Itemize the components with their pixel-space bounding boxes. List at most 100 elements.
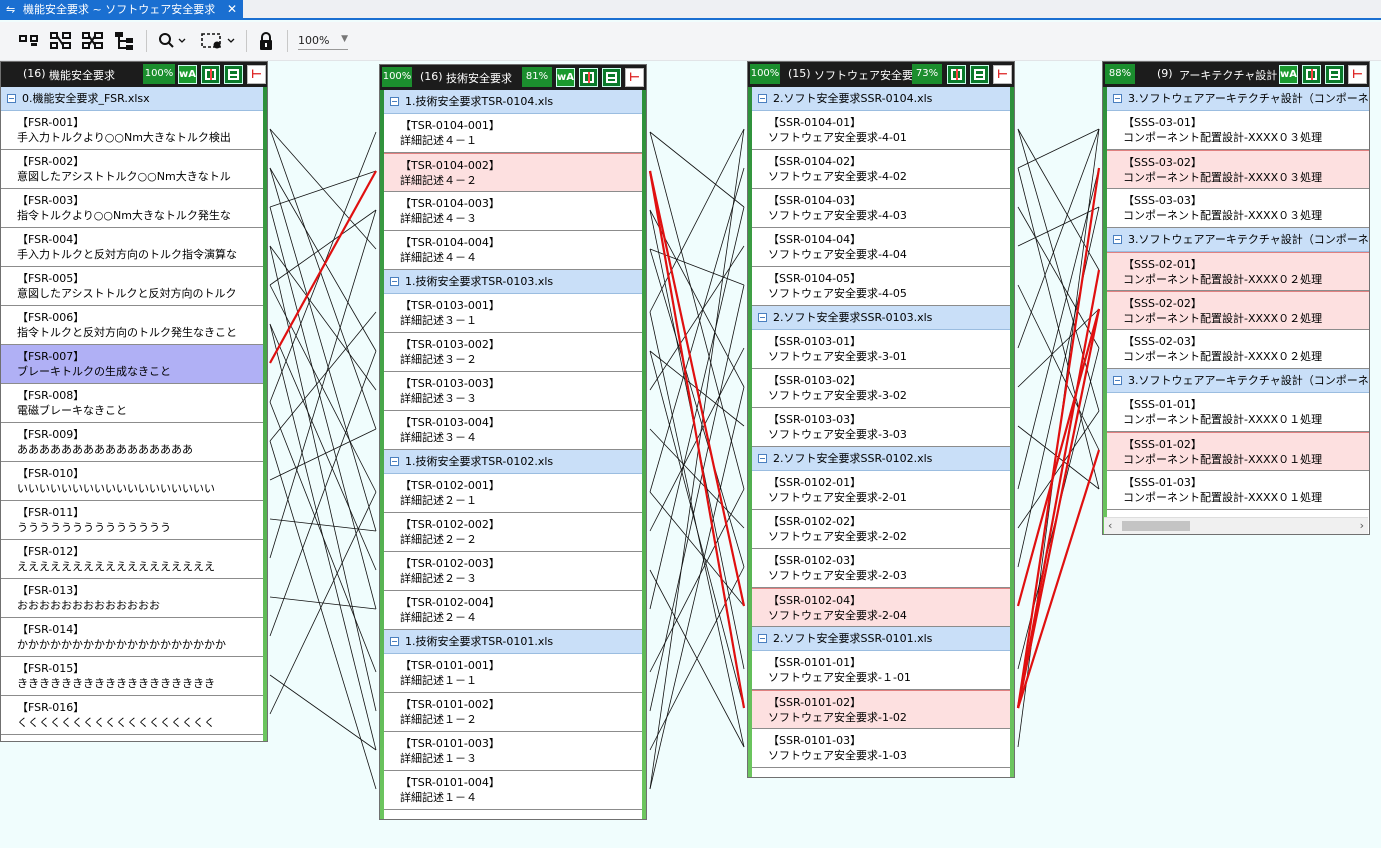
requirement-item[interactable]: 【SSS-02-02】 コンポーネント配置設計-XXXX０２処理 [1107,291,1369,330]
expand-grid-icon[interactable] [201,65,220,84]
requirement-item[interactable]: 【TSR-0101-003】 詳細記述１－３ [384,732,642,771]
collapse-icon[interactable] [758,94,767,103]
group-header[interactable]: 3.ソフトウェアアーキテクチャ設計（コンポーネント配置設 [1107,369,1369,393]
group-header[interactable]: 2.ソフト安全要求SSR-0104.xls [752,87,1010,111]
requirement-item[interactable]: 【TSR-0102-002】 詳細記述２－２ [384,513,642,552]
requirement-item[interactable]: 【SSR-0102-04】 ソフトウェア安全要求-2-04 [752,588,1010,627]
requirement-item[interactable]: 【FSR-007】 ブレーキトルクの生成なきこと [1,345,263,384]
requirement-item[interactable]: 【SSR-0103-02】 ソフトウェア安全要求-3-02 [752,369,1010,408]
requirement-item[interactable]: 【SSR-0103-03】 ソフトウェア安全要求-3-03 [752,408,1010,447]
requirement-item[interactable]: 【TSR-0102-004】 詳細記述２－４ [384,591,642,630]
requirement-item[interactable]: 【SSS-02-03】 コンポーネント配置設計-XXXX０２処理 [1107,330,1369,369]
requirement-item[interactable]: 【TSR-0103-001】 詳細記述３－１ [384,294,642,333]
word-wrap-button[interactable]: wA [1279,65,1298,84]
collapse-icon[interactable] [390,97,399,106]
requirement-item[interactable]: 【TSR-0104-001】 詳細記述４－１ [384,114,642,153]
requirement-item[interactable]: 【FSR-016】 くくくくくくくくくくくくくくくくくく [1,696,263,735]
layout-grid-icon[interactable] [48,28,74,54]
tree-view-icon[interactable]: ⊢ [625,68,644,87]
requirement-item[interactable]: 【TSR-0102-003】 詳細記述２－３ [384,552,642,591]
requirement-item[interactable]: 【SSR-0104-05】 ソフトウェア安全要求-4-05 [752,267,1010,306]
requirement-item[interactable]: 【SSS-01-01】 コンポーネント配置設計-XXXX０１処理 [1107,393,1369,432]
requirement-item[interactable]: 【FSR-001】 手入力トルクより○○Nm大きなトルク検出 [1,111,263,150]
requirement-item[interactable]: 【SSS-03-02】 コンポーネント配置設計-XXXX０３処理 [1107,150,1369,189]
document-tab[interactable]: ⇋ 機能安全要求 ~ ソフトウェア安全要求 ✕ [0,0,243,20]
tree-view-icon[interactable]: ⊢ [1348,65,1367,84]
group-header[interactable]: 0.機能安全要求_FSR.xlsx [1,87,263,111]
tree-view-icon[interactable]: ⊢ [993,65,1012,84]
zoom-select[interactable]: 100% ▼ [298,34,348,50]
requirement-item[interactable]: 【TSR-0104-003】 詳細記述４－３ [384,192,642,231]
requirement-item[interactable]: 【FSR-011】 うううううううううううううう [1,501,263,540]
expand-grid-icon[interactable] [947,65,966,84]
collapse-grid-icon[interactable] [1325,65,1344,84]
requirement-item[interactable]: 【SSR-0101-01】 ソフトウェア安全要求-１-01 [752,651,1010,690]
tree-icon[interactable] [112,28,138,54]
requirement-item[interactable]: 【SSR-0101-03】 ソフトウェア安全要求-1-03 [752,729,1010,768]
group-header[interactable]: 2.ソフト安全要求SSR-0103.xls [752,306,1010,330]
requirement-item[interactable]: 【SSR-0104-01】 ソフトウェア安全要求-4-01 [752,111,1010,150]
collapse-icon[interactable] [1113,235,1122,244]
scroll-thumb[interactable] [1122,521,1190,531]
group-header[interactable]: 1.技術安全要求TSR-0104.xls [384,90,642,114]
requirement-item[interactable]: 【FSR-010】 いいいいいいいいいいいいいいいいいい [1,462,263,501]
requirement-item[interactable]: 【FSR-003】 指令トルクより○○Nm大きなトルク発生な [1,189,263,228]
requirement-item[interactable]: 【SSR-0102-02】 ソフトウェア安全要求-2-02 [752,510,1010,549]
layout-two-icon[interactable] [16,28,42,54]
word-wrap-button[interactable]: wA [556,68,575,87]
collapse-grid-icon[interactable] [224,65,243,84]
collapse-grid-icon[interactable] [602,68,621,87]
requirement-item[interactable]: 【FSR-006】 指令トルクと反対方向のトルク発生なきこと [1,306,263,345]
requirement-item[interactable]: 【SSS-02-01】 コンポーネント配置設計-XXXX０２処理 [1107,252,1369,291]
group-header[interactable]: 2.ソフト安全要求SSR-0102.xls [752,447,1010,471]
requirement-item[interactable]: 【FSR-013】 おおおおおおおおおおおおお [1,579,263,618]
requirement-item[interactable]: 【FSR-014】 かかかかかかかかかかかかかかかかかかか [1,618,263,657]
requirement-item[interactable]: 【TSR-0103-002】 詳細記述３－２ [384,333,642,372]
requirement-item[interactable]: 【SSR-0101-02】 ソフトウェア安全要求-1-02 [752,690,1010,729]
requirement-item[interactable]: 【SSS-01-03】 コンポーネント配置設計-XXXX０１処理 [1107,471,1369,510]
group-header[interactable]: 1.技術安全要求TSR-0101.xls [384,630,642,654]
requirement-item[interactable]: 【SSS-01-02】 コンポーネント配置設計-XXXX０１処理 [1107,432,1369,471]
requirement-item[interactable]: 【FSR-008】 電磁ブレーキなきこと [1,384,263,423]
horizontal-scrollbar[interactable]: ‹ › [1104,517,1368,534]
requirement-item[interactable]: 【FSR-012】 ええええええええええええええええええ [1,540,263,579]
requirement-item[interactable]: 【TSR-0103-004】 詳細記述３－４ [384,411,642,450]
requirement-item[interactable]: 【SSR-0103-01】 ソフトウェア安全要求-3-01 [752,330,1010,369]
collapse-icon[interactable] [390,277,399,286]
collapse-icon[interactable] [1113,376,1122,385]
collapse-icon[interactable] [390,457,399,466]
requirement-item[interactable]: 【SSR-0102-03】 ソフトウェア安全要求-2-03 [752,549,1010,588]
view-settings-icon[interactable] [198,28,238,54]
word-wrap-button[interactable]: wA [178,65,197,84]
close-icon[interactable]: ✕ [226,2,237,16]
requirement-item[interactable]: 【FSR-005】 意図したアシストトルクと反対方向のトルク [1,267,263,306]
group-header[interactable]: 3.ソフトウェアアーキテクチャ設計（コンポーネント配置設 [1107,228,1369,252]
collapse-icon[interactable] [7,94,16,103]
requirement-item[interactable]: 【TSR-0101-004】 詳細記述１－４ [384,771,642,810]
requirement-item[interactable]: 【TSR-0103-003】 詳細記述３－３ [384,372,642,411]
group-header[interactable]: 2.ソフト安全要求SSR-0101.xls [752,627,1010,651]
collapse-icon[interactable] [758,634,767,643]
search-icon[interactable] [154,28,190,54]
requirement-item[interactable]: 【TSR-0104-004】 詳細記述４－４ [384,231,642,270]
requirement-item[interactable]: 【SSS-03-03】 コンポーネント配置設計-XXXX０３処理 [1107,189,1369,228]
requirement-item[interactable]: 【SSR-0104-03】 ソフトウェア安全要求-4-03 [752,189,1010,228]
requirement-item[interactable]: 【TSR-0101-001】 詳細記述１－１ [384,654,642,693]
collapse-icon[interactable] [758,313,767,322]
scroll-right-icon[interactable]: › [1359,519,1364,532]
group-header[interactable]: 1.技術安全要求TSR-0102.xls [384,450,642,474]
requirement-item[interactable]: 【TSR-0102-001】 詳細記述２－１ [384,474,642,513]
expand-grid-icon[interactable] [579,68,598,87]
requirement-item[interactable]: 【FSR-015】 きききききききききききききききききき [1,657,263,696]
group-header[interactable]: 1.技術安全要求TSR-0103.xls [384,270,642,294]
requirement-item[interactable]: 【SSR-0104-04】 ソフトウェア安全要求-4-04 [752,228,1010,267]
collapse-grid-icon[interactable] [970,65,989,84]
expand-grid-icon[interactable] [1302,65,1321,84]
requirement-item[interactable]: 【SSR-0104-02】 ソフトウェア安全要求-4-02 [752,150,1010,189]
requirement-item[interactable]: 【FSR-009】 ああああああああああああああああ [1,423,263,462]
tree-view-icon[interactable]: ⊢ [247,65,266,84]
requirement-item[interactable]: 【TSR-0101-002】 詳細記述１－２ [384,693,642,732]
requirement-item[interactable]: 【FSR-004】 手入力トルクと反対方向のトルク指令演算な [1,228,263,267]
collapse-icon[interactable] [758,454,767,463]
layout-cross-icon[interactable] [80,28,106,54]
